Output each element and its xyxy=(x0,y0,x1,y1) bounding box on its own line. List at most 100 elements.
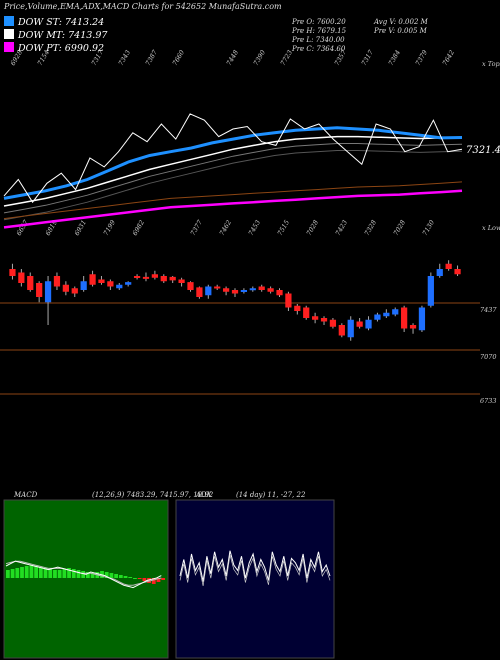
dow-pt-legend: DOW PT: 6990.92 xyxy=(4,42,154,55)
macd-histogram-bar xyxy=(71,569,76,578)
candle-body xyxy=(196,287,203,297)
level-label: 6733 xyxy=(480,397,497,405)
candle-body xyxy=(454,269,461,275)
macd-label: MACD xyxy=(14,491,38,499)
macd-histogram-bar xyxy=(161,578,166,580)
chart-header: Price,Volume,EMA,ADX,MACD Charts for 542… xyxy=(4,2,282,11)
macd-histogram-bar xyxy=(38,567,43,578)
macd-histogram-bar xyxy=(104,572,109,578)
pre-close: Pre C: 7364.60 xyxy=(292,45,346,53)
candle-body xyxy=(125,282,132,285)
candle-body xyxy=(409,325,417,329)
macd-histogram-bar xyxy=(156,578,161,582)
macd-histogram-bar xyxy=(86,572,90,578)
macd-histogram-bar xyxy=(109,573,114,578)
macd-histogram-bar xyxy=(10,569,15,578)
top-tick-label: 7723 xyxy=(279,49,294,67)
pre-volume: Pre V: 0.005 M xyxy=(374,27,427,35)
candle-body xyxy=(329,319,337,327)
macd-histogram-bar xyxy=(133,578,137,579)
bottom-tick-label: 7028 xyxy=(392,219,407,237)
macd-histogram-bar xyxy=(81,571,86,578)
macd-histogram-bar xyxy=(15,568,20,578)
close-price-line xyxy=(3,113,463,204)
top-tick-label: 7448 xyxy=(225,49,240,67)
adx-params: (14 day) 11, -27, 22 xyxy=(236,491,306,499)
candle-body xyxy=(151,274,158,278)
macd-line xyxy=(5,560,162,589)
tops-label: x Tops xyxy=(482,60,500,68)
candle-body xyxy=(347,319,354,338)
dow-mt-label: DOW MT: 7413.97 xyxy=(18,30,108,41)
candle-body xyxy=(436,269,443,276)
macd-histogram-bar xyxy=(29,565,34,578)
candle-body xyxy=(187,282,194,290)
bottom-tick-label: 7453 xyxy=(247,219,262,237)
candle-body xyxy=(53,276,61,287)
dow-st-line xyxy=(3,126,463,200)
candle-body xyxy=(71,288,78,294)
top-tick-label: 7343 xyxy=(117,49,132,67)
dow-st-swatch xyxy=(4,16,14,26)
dow-mt-legend: DOW MT: 7413.97 xyxy=(4,29,154,42)
macd-histogram-bar xyxy=(90,573,95,578)
bottom-tick-label: 7130 xyxy=(421,219,436,237)
macd-histogram-bar xyxy=(53,570,57,578)
adx-panel xyxy=(175,499,335,659)
top-tick-label: 7660 xyxy=(171,49,186,67)
pre-high: Pre H: 7679.15 xyxy=(292,27,347,35)
avg-volume: Avg V: 0.002 M xyxy=(374,18,428,26)
macd-histogram-bar xyxy=(118,575,123,578)
macd-histogram-bar xyxy=(48,569,53,578)
candle-body xyxy=(365,319,372,329)
candle-body xyxy=(312,316,319,320)
candle-body xyxy=(80,281,87,290)
macd-histogram-bar xyxy=(62,569,67,578)
candle-body xyxy=(205,286,212,296)
top-tick-label: 7154 xyxy=(36,49,51,67)
candle-body xyxy=(178,279,185,283)
dow-pt-line xyxy=(3,189,463,229)
candle-body xyxy=(445,263,452,269)
macd-signal-line xyxy=(5,560,162,586)
candle-body xyxy=(338,325,345,336)
pre-open: Pre O: 7600.20 xyxy=(292,18,346,26)
candle-body xyxy=(249,288,256,291)
candle-body xyxy=(107,281,114,287)
candle-body xyxy=(36,283,43,297)
top-tick-label: 7317 xyxy=(360,48,376,67)
candle-body xyxy=(258,286,265,290)
macd-histogram-bar xyxy=(20,567,24,578)
macd-histogram-bar xyxy=(24,566,29,578)
ema-band-line xyxy=(3,143,463,214)
candle-body xyxy=(89,274,96,285)
ema-brown-line xyxy=(3,181,463,220)
candle-body xyxy=(356,321,363,327)
adx-label: ADX xyxy=(196,491,212,499)
ema-band-line xyxy=(3,150,463,221)
top-tick-label: 7317 xyxy=(90,48,106,67)
dow-pt-swatch xyxy=(4,42,14,52)
dow-pt-label: DOW PT: 6990.92 xyxy=(18,43,105,54)
candle-body xyxy=(98,279,105,283)
macd-params: (12,26,9) 7483.29, 7415.97, 19.92 xyxy=(92,491,214,499)
macd-histogram-bar xyxy=(128,577,133,578)
candle-body xyxy=(267,288,274,292)
lows-label: x Lows xyxy=(482,224,500,232)
candle-body xyxy=(62,284,69,292)
pre-low: Pre L: 7340.00 xyxy=(292,36,345,44)
candle-body xyxy=(383,312,390,317)
macd-histogram-bar xyxy=(147,578,151,583)
macd-histogram-bar xyxy=(43,568,48,578)
candle-body xyxy=(9,269,16,276)
adx-line xyxy=(179,550,331,582)
bottom-tick-label: 6657 xyxy=(15,218,31,237)
top-tick-label: 7379 xyxy=(414,49,429,67)
bottom-tick-label: 7462 xyxy=(218,219,233,237)
top-tick-label: 7390 xyxy=(252,49,267,67)
candle-body xyxy=(303,307,310,318)
candle-body xyxy=(222,288,230,292)
level-label: 7437 xyxy=(480,306,497,314)
macd-histogram-bar xyxy=(142,578,147,581)
